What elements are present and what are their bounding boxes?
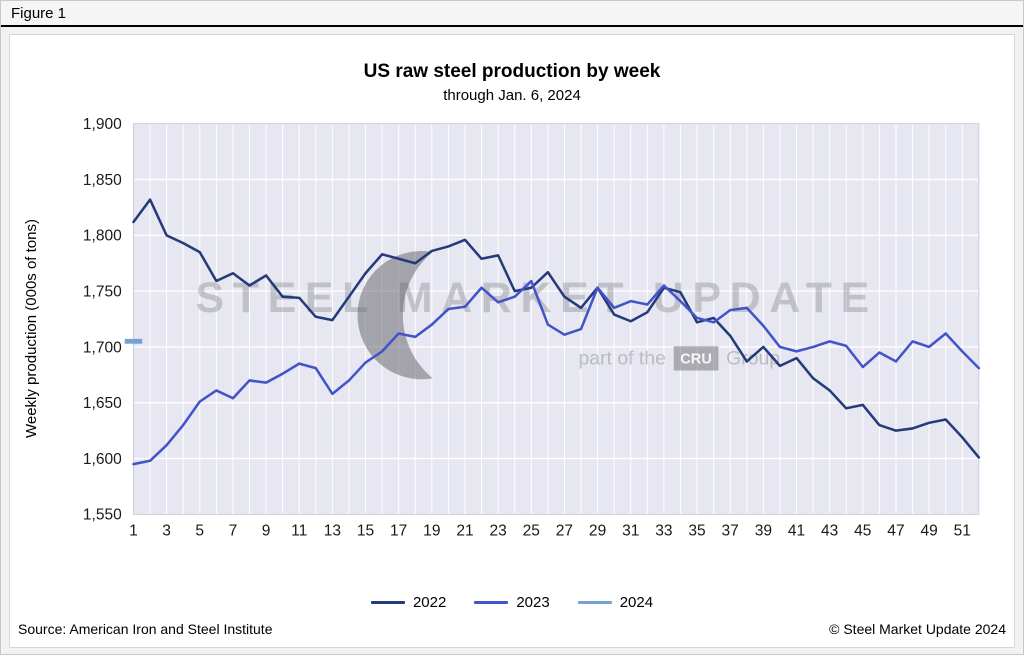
chart-area: Weekly production (000s of tons) 1,550 1,… — [16, 114, 1008, 592]
svg-text:3: 3 — [162, 523, 171, 540]
svg-text:9: 9 — [262, 523, 271, 540]
svg-text:41: 41 — [788, 523, 805, 540]
svg-text:7: 7 — [229, 523, 238, 540]
svg-text:27: 27 — [556, 523, 573, 540]
footer: Source: American Iron and Steel Institut… — [16, 619, 1008, 643]
legend-line-2023-icon — [474, 601, 509, 604]
svg-text:49: 49 — [920, 523, 937, 540]
legend-label-2024: 2024 — [619, 594, 654, 611]
figure-label: Figure 1 — [11, 5, 67, 22]
svg-text:1,550: 1,550 — [83, 507, 122, 524]
svg-text:39: 39 — [755, 523, 772, 540]
svg-text:11: 11 — [291, 523, 307, 540]
svg-text:1,600: 1,600 — [83, 451, 122, 468]
legend-label-2022: 2022 — [412, 594, 447, 611]
legend-item-2024: 2024 — [577, 594, 654, 611]
svg-text:1,850: 1,850 — [83, 172, 122, 189]
svg-text:45: 45 — [854, 523, 871, 540]
svg-text:1: 1 — [129, 523, 138, 540]
chart-card: US raw steel production by week through … — [9, 34, 1015, 648]
svg-text:17: 17 — [390, 523, 407, 540]
copyright-text: © Steel Market Update 2024 — [829, 621, 1006, 637]
source-text: Source: American Iron and Steel Institut… — [18, 621, 273, 637]
svg-text:CRU: CRU — [680, 352, 712, 368]
svg-text:1,800: 1,800 — [83, 228, 122, 245]
svg-text:Group: Group — [726, 348, 780, 370]
legend-item-2022: 2022 — [370, 594, 447, 611]
line-chart: 1,550 1,600 1,650 1,700 1,750 1,800 1,850 1,900… — [83, 116, 981, 540]
legend-label-2023: 2023 — [516, 594, 550, 611]
chart-title: US raw steel production by week — [363, 61, 661, 82]
chart-legend: 2022 2023 2024 — [16, 594, 1008, 611]
svg-text:1,750: 1,750 — [83, 283, 122, 300]
svg-text:47: 47 — [887, 523, 904, 540]
svg-text:5: 5 — [195, 523, 204, 540]
svg-text:part of the: part of the — [578, 348, 665, 370]
svg-text:23: 23 — [489, 523, 506, 540]
svg-text:15: 15 — [357, 523, 374, 540]
legend-line-2022-icon — [370, 601, 405, 604]
svg-text:1,650: 1,650 — [83, 395, 122, 412]
svg-text:33: 33 — [655, 523, 672, 540]
card-outer: US raw steel production by week through … — [1, 27, 1023, 654]
svg-text:1,900: 1,900 — [83, 116, 122, 133]
y-axis-label-column: Weekly production (000s of tons) — [16, 114, 46, 592]
svg-text:43: 43 — [821, 523, 838, 540]
svg-text:13: 13 — [324, 523, 341, 540]
svg-text:25: 25 — [523, 523, 540, 540]
svg-text:37: 37 — [722, 523, 739, 540]
svg-text:21: 21 — [456, 523, 473, 540]
svg-text:29: 29 — [589, 523, 606, 540]
svg-text:1,700: 1,700 — [83, 339, 122, 356]
svg-text:31: 31 — [622, 523, 639, 540]
svg-text:35: 35 — [688, 523, 705, 540]
svg-text:51: 51 — [954, 523, 971, 540]
legend-line-2024-icon — [577, 601, 612, 604]
svg-text:19: 19 — [423, 523, 440, 540]
figure-header: Figure 1 — [1, 1, 1023, 27]
chart-subtitle: through Jan. 6, 2024 — [443, 87, 581, 104]
plot-column: 1,550 1,600 1,650 1,700 1,750 1,800 1,850 1,900… — [46, 114, 1008, 592]
legend-item-2023: 2023 — [474, 594, 550, 611]
y-axis-label: Weekly production (000s of tons) — [22, 219, 40, 439]
